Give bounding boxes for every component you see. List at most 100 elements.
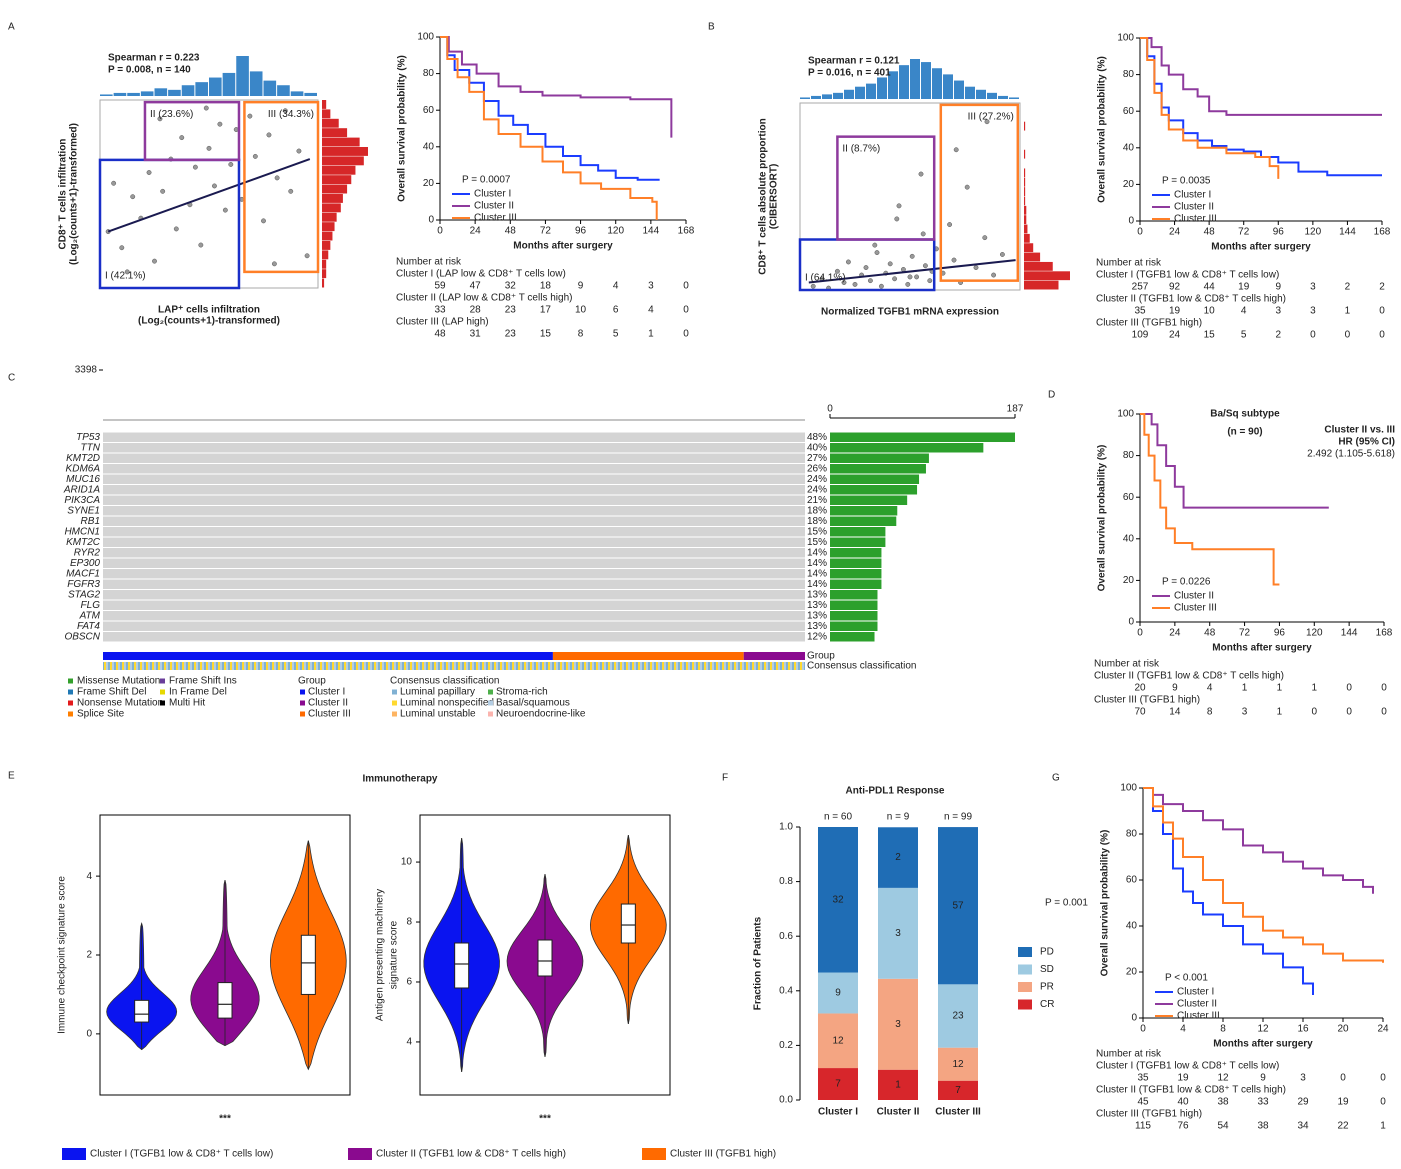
point <box>247 113 253 119</box>
gene-label: TP53 <box>76 432 100 443</box>
count-label: 3 <box>895 1019 901 1030</box>
stats-text: P = 0.008, n = 140 <box>108 65 191 76</box>
frequency-label: 13% <box>807 600 827 611</box>
count-label: 23 <box>952 1011 964 1022</box>
survival-curve <box>1140 413 1329 509</box>
risk-row-name: Cluster II (TGFB1 low & CD8⁺ T cells hig… <box>1094 671 1284 682</box>
bar-segment <box>818 972 858 1014</box>
legend-label: Basal/squamous <box>496 698 570 709</box>
y-tick-label: 40 <box>1126 921 1138 932</box>
point <box>845 259 851 265</box>
panel-label: D <box>1048 390 1055 401</box>
histogram-bar <box>877 77 887 99</box>
oncoprint-row <box>103 569 805 579</box>
risk-value: 0 <box>1345 330 1351 341</box>
oncoprint-row <box>103 548 805 558</box>
legend-swatch <box>300 689 305 695</box>
risk-value: 18 <box>540 281 552 292</box>
count-label: 7 <box>835 1079 841 1090</box>
region-label: I (42.1%) <box>105 271 146 282</box>
mutation-bar <box>830 495 908 505</box>
legend-label: Luminal nonspecified <box>400 698 494 709</box>
y-tick-label: 0 <box>1131 1013 1137 1024</box>
risk-value: 0 <box>683 281 689 292</box>
point <box>217 121 223 127</box>
x-axis-label: (Log₂(counts+1)-transformed) <box>138 316 280 327</box>
risk-value: 115 <box>1135 1121 1151 1132</box>
legend-label: Cluster III <box>308 709 351 720</box>
risk-value: 10 <box>575 305 587 316</box>
bar-segment <box>818 1068 858 1100</box>
risk-value: 22 <box>1337 1121 1349 1132</box>
hazard-note: Cluster II vs. III <box>1324 425 1395 436</box>
histogram-bar <box>322 259 327 269</box>
bar-tick-label: 0 <box>827 404 833 415</box>
frequency-label: 13% <box>807 621 827 632</box>
significance: *** <box>219 1114 231 1125</box>
y-tick-label: 4 <box>406 1037 412 1048</box>
legend-swatch <box>392 711 397 717</box>
histogram-bar <box>844 89 854 99</box>
panel-label: F <box>722 773 728 784</box>
gene-label: ATM <box>79 610 101 621</box>
point <box>252 153 258 159</box>
legend-swatch <box>68 700 73 706</box>
group-bar-label: Group <box>807 651 835 662</box>
gene-label: KDM6A <box>66 463 101 474</box>
legend-swatch <box>392 689 397 695</box>
box <box>620 903 636 944</box>
histogram-bar <box>322 128 348 138</box>
frequency-label: 21% <box>807 495 827 506</box>
point <box>266 132 272 138</box>
legend-label: Cluster III <box>474 213 517 224</box>
legend-label: Cluster II <box>1177 999 1217 1010</box>
x-tick-label: 24 <box>470 226 482 237</box>
oncoprint-row <box>103 600 805 610</box>
p-value: P = 0.0226 <box>1162 577 1211 588</box>
y-tick-label: 40 <box>1123 142 1135 153</box>
risk-table-title: Number at risk <box>1094 659 1160 670</box>
legend-swatch <box>160 700 165 706</box>
histogram-bar <box>322 184 348 194</box>
risk-value: 28 <box>470 305 482 316</box>
frequency-label: 14% <box>807 547 827 558</box>
histogram-bar <box>1024 271 1070 281</box>
point <box>111 180 117 186</box>
survival-curve <box>1143 787 1384 963</box>
point <box>953 147 959 153</box>
group-segment <box>743 652 805 660</box>
x-tick-label: 24 <box>1377 1024 1389 1035</box>
gene-label: SYNE1 <box>67 505 100 516</box>
panel-label: B <box>708 22 715 33</box>
y-axis-label: (CIBERSORT) <box>769 164 780 230</box>
legend-swatch <box>160 689 165 695</box>
chart-subtitle: (n = 90) <box>1227 427 1262 438</box>
gene-label: PIK3CA <box>64 495 100 506</box>
legend-swatch <box>160 678 165 684</box>
risk-value: 1 <box>1312 683 1318 694</box>
histogram-bar <box>322 118 339 128</box>
point <box>271 261 277 267</box>
point <box>914 274 920 280</box>
x-tick-label: 72 <box>1239 628 1251 639</box>
risk-value: 3 <box>648 281 654 292</box>
mutation-bar <box>830 485 918 495</box>
y-tick-label: 0 <box>86 1029 92 1040</box>
x-tick-label: 96 <box>575 226 587 237</box>
legend-title: Group <box>298 676 326 687</box>
histogram-bar <box>1024 187 1026 196</box>
point <box>212 183 217 189</box>
x-tick-label: 16 <box>1297 1024 1309 1035</box>
x-tick-label: 168 <box>1376 628 1393 639</box>
count-label: 2 <box>895 852 901 863</box>
x-tick-label: 120 <box>1305 227 1322 238</box>
point <box>896 203 902 209</box>
p-value: P = 0.0007 <box>462 175 511 186</box>
point <box>119 245 125 251</box>
y-axis-label: Overall survival probability (%) <box>1100 830 1111 977</box>
point <box>206 145 212 151</box>
legend-label: Cluster I <box>1174 190 1211 201</box>
point <box>282 108 288 114</box>
oncoprint-row <box>103 527 805 537</box>
risk-value: 33 <box>434 305 446 316</box>
